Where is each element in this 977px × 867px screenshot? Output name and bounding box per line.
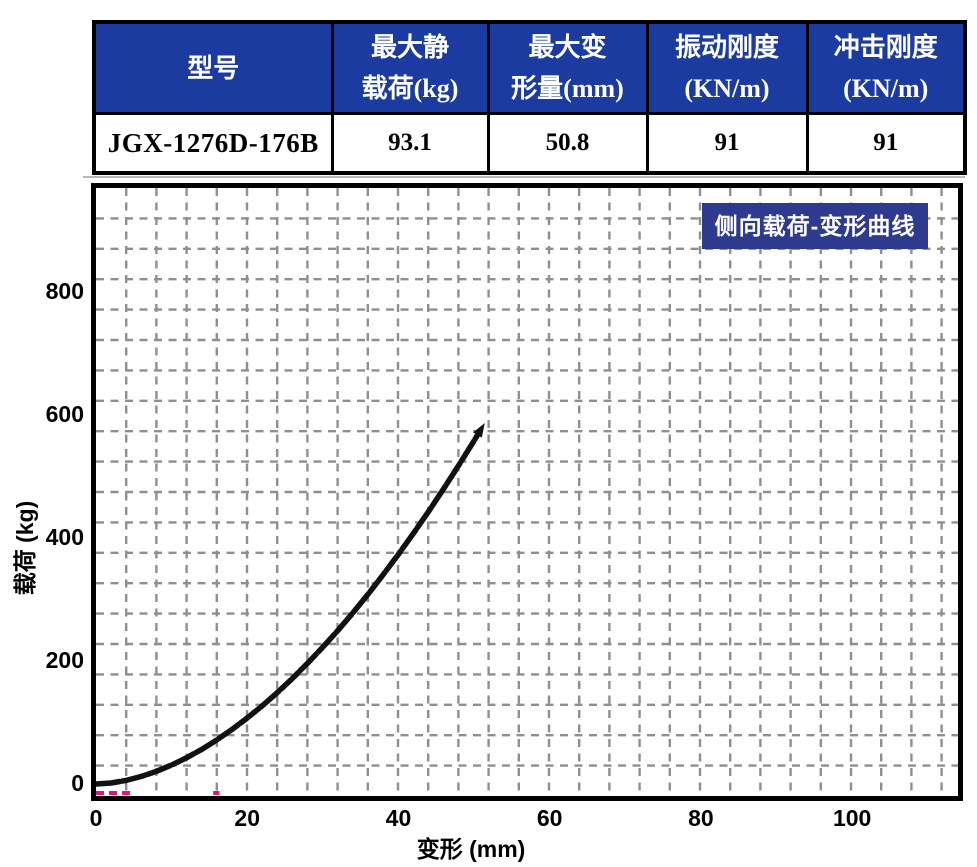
cell-max-static-load: 93.1 <box>330 112 490 175</box>
x-tick-label: 40 <box>385 805 412 831</box>
chart-title-badge: 侧向载荷-变形曲线 <box>702 203 928 249</box>
col-header-impact-stiffness: 冲击刚度 (KN/m) <box>805 20 967 115</box>
x-tick-label: 20 <box>234 805 261 831</box>
y-tick-label: 600 <box>45 401 84 428</box>
load-deformation-plot <box>96 188 958 796</box>
col-header-model-line1: 型号 <box>187 53 240 83</box>
col-header-max-static-load: 最大静 载荷(kg) <box>330 20 490 115</box>
x-tick-label: 60 <box>536 805 563 831</box>
y-tick-label: 800 <box>45 278 84 305</box>
spec-table-header-row: 型号 最大静 载荷(kg) 最大变 形量(mm) <box>92 20 967 115</box>
x-tick-label: 80 <box>688 805 714 831</box>
col-header-max-deformation-line2: 形量(mm) <box>511 74 624 103</box>
col-header-vibration-stiffness: 振动刚度 (KN/m) <box>645 20 809 115</box>
spec-table-data-row: JGX-1276D-176B 93.1 50.8 91 91 <box>92 112 967 175</box>
col-header-impact-stiffness-line2: (KN/m) <box>843 74 929 103</box>
col-header-impact-stiffness-line1: 冲击刚度 <box>833 33 938 62</box>
col-header-max-static-load-line2: 载荷(kg) <box>361 74 459 103</box>
y-tick-label: 0 <box>71 770 84 796</box>
cell-max-deformation: 50.8 <box>486 112 649 175</box>
x-tick-label: 100 <box>832 805 872 831</box>
y-tick-label: 200 <box>45 647 84 674</box>
cell-model: JGX-1276D-176B <box>92 112 334 175</box>
col-header-model: 型号 <box>92 20 334 115</box>
x-axis-title: 变形 (mm) <box>416 836 526 862</box>
col-header-vibration-stiffness-line1: 振动刚度 <box>674 33 779 62</box>
col-header-max-static-load-line1: 最大静 <box>370 33 449 62</box>
chart-frame <box>91 183 963 801</box>
table-underline-rule <box>83 176 965 178</box>
y-tick-label: 400 <box>45 524 84 551</box>
cell-vibration-stiffness: 91 <box>645 112 809 175</box>
col-header-max-deformation-line1: 最大变 <box>528 33 607 62</box>
col-header-max-deformation: 最大变 形量(mm) <box>486 20 649 115</box>
col-header-vibration-stiffness-line2: (KN/m) <box>684 74 770 103</box>
spec-table: 型号 最大静 载荷(kg) 最大变 形量(mm) <box>92 20 967 175</box>
cell-impact-stiffness: 91 <box>805 112 967 175</box>
x-tick-label: 0 <box>89 805 103 831</box>
